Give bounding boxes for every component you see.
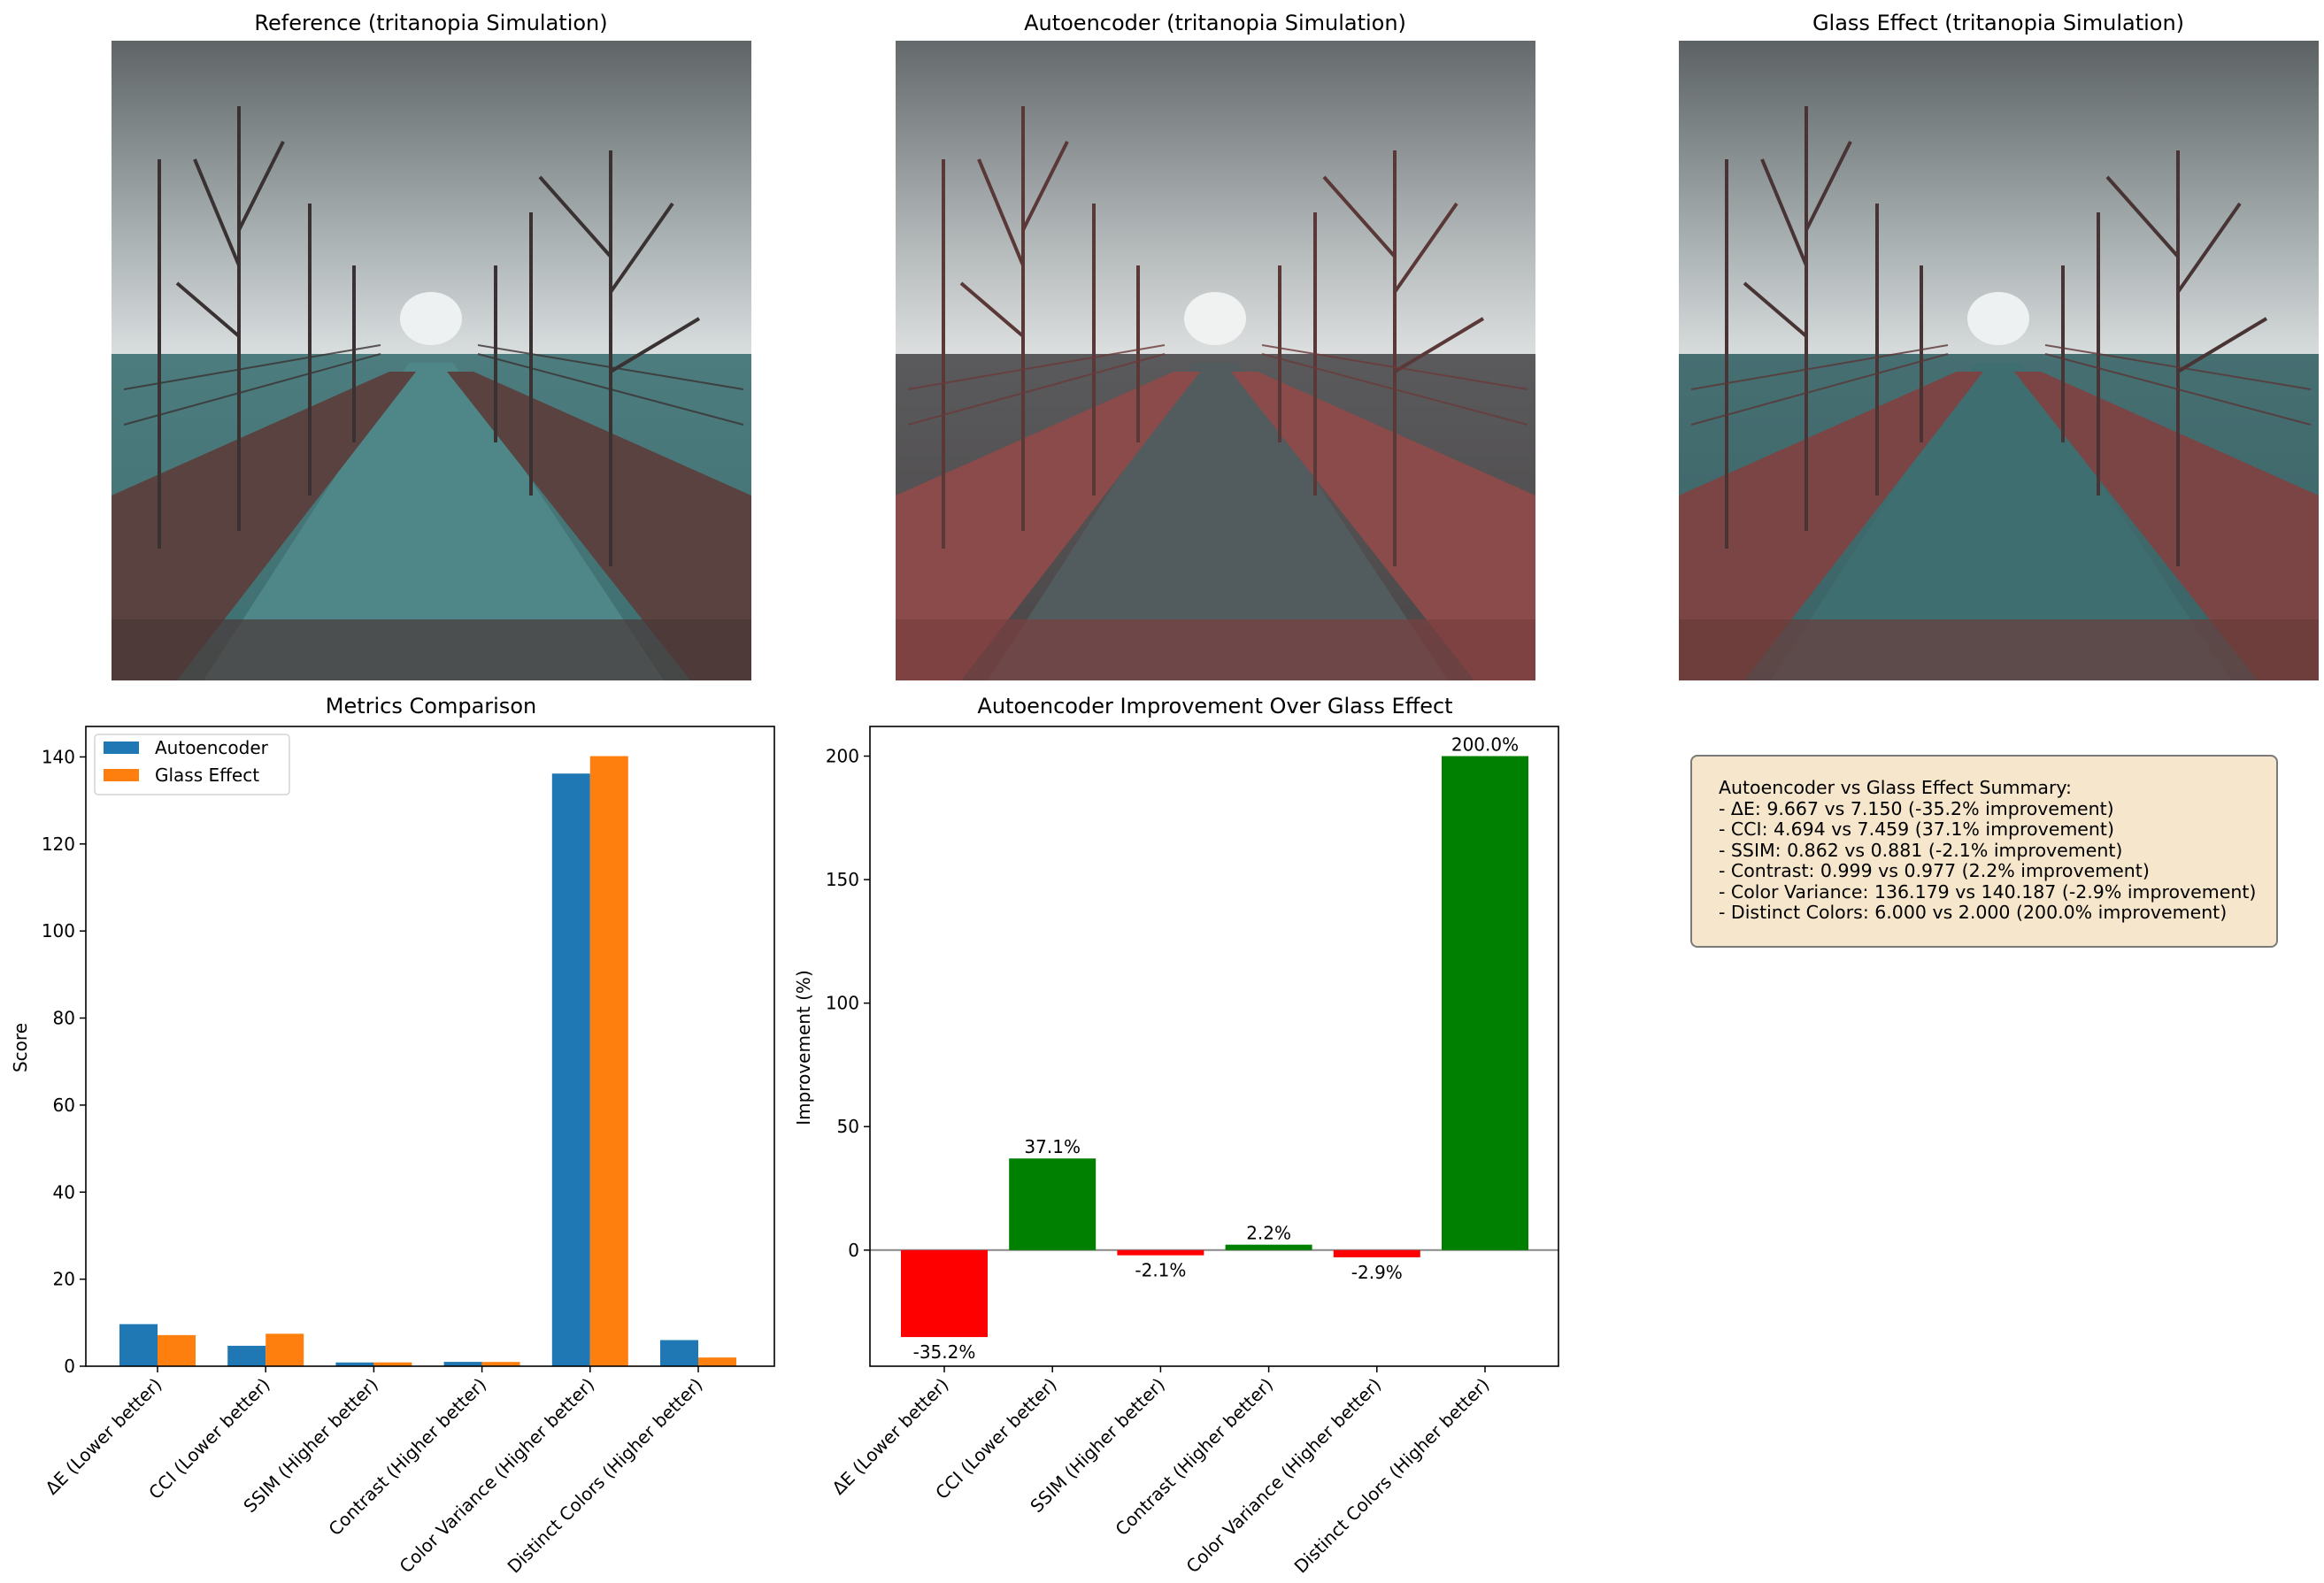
glass-image-title: Glass Effect (tritanopia Simulation): [1812, 11, 2184, 35]
chart2-bars: [870, 756, 1558, 1338]
legend-label-glass-effect: Glass Effect: [155, 765, 259, 786]
chart2-ylabel: Improvement (%): [793, 970, 814, 1126]
y-tick-label: 100: [826, 993, 859, 1014]
bar-distinct-colors-higher-better: [1442, 756, 1528, 1250]
chart1-y-axis: 0 20 40 60 80 100 120 140: [42, 746, 86, 1377]
chart1-legend: Autoencoder Glass Effect: [94, 734, 290, 795]
chart1-frame: [85, 726, 775, 1367]
summary-line: - SSIM: 0.862 vs 0.881 (-2.1% improvemen…: [1719, 839, 2123, 861]
chart2-x-axis: ΔE (Lower better)CCI (Lower better)SSIM …: [827, 1366, 1494, 1578]
x-tick-label: Color Variance (Higher better): [1182, 1374, 1386, 1578]
y-tick-label: 150: [826, 869, 859, 890]
summary-line: - Distinct Colors: 6.000 vs 2.000 (200.0…: [1719, 902, 2228, 923]
data-label: 2.2%: [1246, 1223, 1291, 1244]
chart1-ylabel: Score: [10, 1023, 31, 1072]
bar-cci-lower-better: [1009, 1158, 1097, 1250]
bar-glass-effect-e-lower-better: [158, 1334, 196, 1366]
data-label: -2.1%: [1135, 1260, 1186, 1281]
x-tick-label: Distinct Colors (Higher better): [504, 1374, 707, 1578]
data-label: 37.1%: [1024, 1136, 1081, 1157]
autoencoder-image-title: Autoencoder (tritanopia Simulation): [1024, 11, 1406, 35]
x-tick-label: ΔE (Lower better): [41, 1374, 165, 1499]
x-tick-label: CCI (Lower better): [144, 1374, 274, 1504]
summary-line: Autoencoder vs Glass Effect Summary:: [1719, 777, 2072, 798]
summary-line: - CCI: 4.694 vs 7.459 (37.1% improvement…: [1719, 818, 2114, 840]
bar-autoencoder-cci-lower-better: [227, 1345, 266, 1366]
legend-swatch-autoencoder: [104, 742, 139, 754]
x-tick-label: ΔE (Lower better): [827, 1374, 952, 1499]
bar-glass-effect-cci-lower-better: [265, 1333, 304, 1366]
bar-autoencoder-contrast-higher-better: [443, 1362, 482, 1366]
bar-ssim-higher-better: [1117, 1249, 1204, 1256]
bar-autoencoder-ssim-higher-better: [335, 1362, 374, 1366]
bar-autoencoder-distinct-colors-higher-better: [660, 1340, 698, 1366]
y-tick-label: 0: [848, 1240, 859, 1261]
chart2-data-labels: -35.2% 37.1% -2.1% 2.2% -2.9% 200.0%: [913, 734, 1520, 1363]
chart1-bars: [119, 756, 736, 1366]
bar-contrast-higher-better: [1225, 1244, 1312, 1250]
bar-glass-effect-color-variance-higher-better: [589, 756, 628, 1366]
summary-line: - Color Variance: 136.179 vs 140.187 (-2…: [1719, 880, 2257, 903]
bar-color-variance-higher-better: [1333, 1249, 1420, 1257]
summary-line: - ΔE: 9.667 vs 7.150 (-35.2% improvement…: [1719, 797, 2114, 819]
bar-glass-effect-contrast-higher-better: [481, 1362, 520, 1366]
data-label: -35.2%: [913, 1341, 976, 1363]
x-tick-label: Color Variance (Higher better): [396, 1374, 599, 1578]
y-tick-label: 50: [837, 1116, 859, 1137]
y-tick-label: 20: [53, 1269, 75, 1290]
bar-glass-effect-ssim-higher-better: [373, 1362, 412, 1366]
bar-e-lower-better: [901, 1249, 988, 1338]
summary-box: Autoencoder vs Glass Effect Summary: - Δ…: [1690, 755, 2278, 948]
y-tick-label: 60: [53, 1095, 75, 1116]
reference-image-title: Reference (tritanopia Simulation): [254, 11, 607, 35]
y-tick-label: 40: [53, 1181, 75, 1203]
chart1-title: Metrics Comparison: [326, 694, 536, 718]
data-label: 200.0%: [1451, 734, 1519, 755]
chart1-x-axis: ΔE (Lower better)CCI (Lower better)SSIM …: [41, 1366, 707, 1578]
chart2-y-axis: 0 50 100 150 200: [826, 745, 870, 1261]
y-tick-label: 0: [64, 1356, 75, 1377]
chart2-title: Autoencoder Improvement Over Glass Effec…: [977, 694, 1452, 718]
reference-image: [112, 41, 751, 680]
autoencoder-image: [896, 41, 1535, 680]
bar-autoencoder-color-variance-higher-better: [551, 773, 590, 1366]
summary-line: - Contrast: 0.999 vs 0.977 (2.2% improve…: [1719, 860, 2150, 881]
y-tick-label: 80: [53, 1008, 75, 1029]
y-tick-label: 140: [42, 746, 75, 767]
y-tick-label: 200: [826, 745, 859, 766]
x-tick-label: Distinct Colors (Higher better): [1290, 1374, 1494, 1578]
bar-autoencoder-e-lower-better: [119, 1324, 158, 1366]
x-tick-label: CCI (Lower better): [931, 1374, 1061, 1504]
bar-glass-effect-distinct-colors-higher-better: [698, 1357, 736, 1366]
legend-box: [94, 734, 290, 795]
legend-label-autoencoder: Autoencoder: [155, 737, 269, 758]
y-tick-label: 120: [42, 834, 75, 855]
chart2-frame: [869, 726, 1559, 1367]
legend-swatch-glass-effect: [104, 769, 139, 781]
data-label: -2.9%: [1351, 1262, 1403, 1283]
glass-effect-image: [1679, 41, 2319, 680]
y-tick-label: 100: [42, 920, 75, 941]
